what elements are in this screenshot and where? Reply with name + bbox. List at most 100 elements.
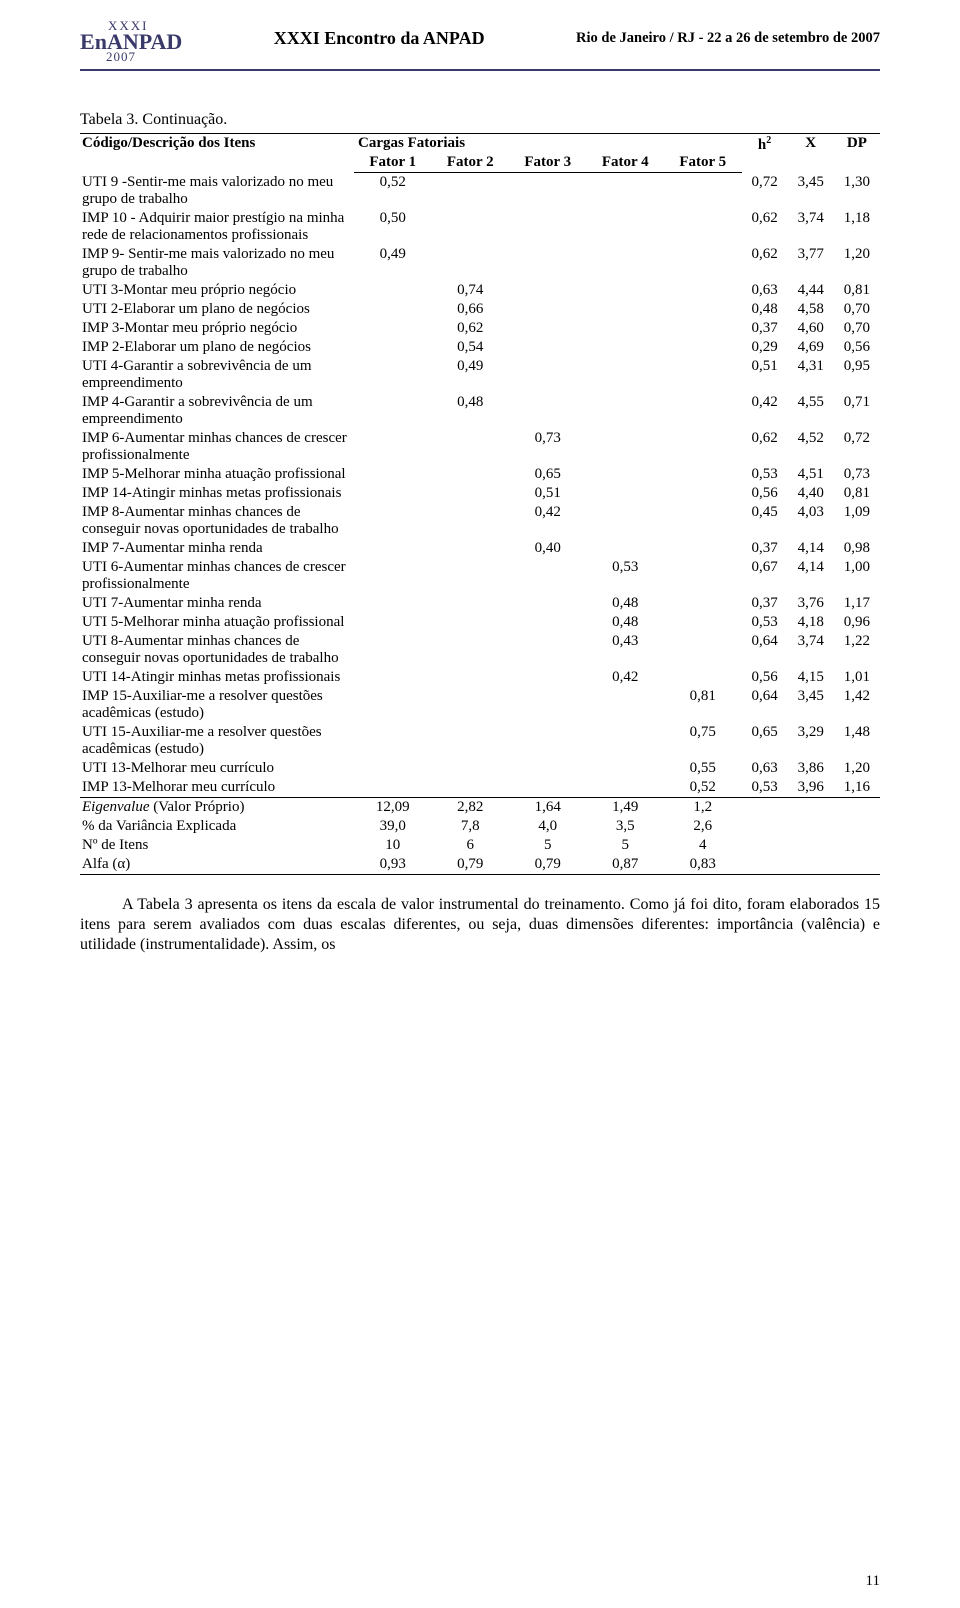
cell-value: 3,74	[788, 209, 834, 245]
cell-value	[587, 465, 665, 484]
cell-value: 0,75	[664, 723, 742, 759]
cell-value: 0,52	[354, 173, 432, 209]
cell-value	[432, 687, 510, 723]
cell-value: 0,63	[742, 281, 788, 300]
cell-value	[664, 173, 742, 209]
col-f1: Fator 1	[354, 153, 432, 173]
cell-desc: UTI 8-Aumentar minhas chances de consegu…	[80, 632, 354, 668]
cell-value: 0,45	[742, 503, 788, 539]
table-row: IMP 15-Auxiliar-me a resolver questões a…	[80, 687, 880, 723]
cell-desc: IMP 5-Melhorar minha atuação profissiona…	[80, 465, 354, 484]
cell-value	[587, 759, 665, 778]
cell-value	[664, 393, 742, 429]
cell-value: 4,52	[788, 429, 834, 465]
cell-value: 0,93	[354, 855, 432, 875]
cell-desc: IMP 7-Aumentar minha renda	[80, 539, 354, 558]
cell-value: 0,72	[834, 429, 880, 465]
cell-value	[432, 429, 510, 465]
cell-value: 0,81	[834, 484, 880, 503]
cell-value: 0,42	[742, 393, 788, 429]
cell-value: 4,14	[788, 539, 834, 558]
cell-value	[587, 209, 665, 245]
cell-value: 0,62	[742, 245, 788, 281]
cell-value: 3,29	[788, 723, 834, 759]
cell-value: 0,72	[742, 173, 788, 209]
cell-value: 4,44	[788, 281, 834, 300]
cell-value: 0,37	[742, 539, 788, 558]
table-caption: Tabela 3. Continuação.	[80, 111, 880, 129]
cell-value	[788, 797, 834, 817]
cell-value	[664, 503, 742, 539]
table-row: IMP 3-Montar meu próprio negócio0,620,37…	[80, 319, 880, 338]
table-footer: Eigenvalue (Valor Próprio)12,092,821,641…	[80, 797, 880, 874]
col-desc: Código/Descrição dos Itens	[80, 134, 354, 173]
cell-value: 0,53	[742, 778, 788, 798]
page-header: XXXI EnANPAD 2007 XXXI Encontro da ANPAD…	[80, 20, 880, 71]
table-body: UTI 9 -Sentir-me mais valorizado no meu …	[80, 173, 880, 798]
cell-value: 0,55	[664, 759, 742, 778]
cell-value: 1,22	[834, 632, 880, 668]
cell-value: 0,29	[742, 338, 788, 357]
cell-desc: IMP 13-Melhorar meu currículo	[80, 778, 354, 798]
cell-value	[664, 245, 742, 281]
cell-value	[664, 484, 742, 503]
cell-value	[742, 817, 788, 836]
cell-value: 4,31	[788, 357, 834, 393]
table-row: UTI 15-Auxiliar-me a resolver questões a…	[80, 723, 880, 759]
cell-value	[354, 687, 432, 723]
cell-value: 1,30	[834, 173, 880, 209]
cell-value: 2,6	[664, 817, 742, 836]
cell-value: 0,74	[432, 281, 510, 300]
cell-value: 0,54	[432, 338, 510, 357]
cell-desc: UTI 14-Atingir minhas metas profissionai…	[80, 668, 354, 687]
cell-value	[587, 319, 665, 338]
table-footer-row: % da Variância Explicada39,07,84,03,52,6	[80, 817, 880, 836]
cell-value	[664, 594, 742, 613]
cell-value: 0,48	[587, 594, 665, 613]
cell-value	[587, 687, 665, 723]
cell-value	[354, 778, 432, 798]
cell-value: 1,2	[664, 797, 742, 817]
cell-desc: UTI 13-Melhorar meu currículo	[80, 759, 354, 778]
table-row: UTI 6-Aumentar minhas chances de crescer…	[80, 558, 880, 594]
cell-value	[664, 558, 742, 594]
cell-value: 2,82	[432, 797, 510, 817]
cell-value	[432, 503, 510, 539]
cell-value	[509, 357, 587, 393]
cell-value	[354, 759, 432, 778]
cell-value	[354, 357, 432, 393]
cell-desc: IMP 10 - Adquirir maior prestígio na min…	[80, 209, 354, 245]
cell-value	[834, 817, 880, 836]
cell-value: 0,48	[742, 300, 788, 319]
cell-value: 0,42	[509, 503, 587, 539]
table-row: UTI 4-Garantir a sobrevivência de um emp…	[80, 357, 880, 393]
cell-value	[354, 338, 432, 357]
cell-value: 0,73	[834, 465, 880, 484]
cell-value	[587, 300, 665, 319]
cell-desc: % da Variância Explicada	[80, 817, 354, 836]
cell-desc: IMP 2-Elaborar um plano de negócios	[80, 338, 354, 357]
cell-value	[432, 632, 510, 668]
cell-value: 1,09	[834, 503, 880, 539]
cell-value: 0,70	[834, 319, 880, 338]
col-x: X	[788, 134, 834, 173]
cell-value	[788, 836, 834, 855]
table-footer-row: Nº de Itens106554	[80, 836, 880, 855]
cell-value: 4,15	[788, 668, 834, 687]
cell-value: 5	[509, 836, 587, 855]
cell-value: 0,51	[509, 484, 587, 503]
cell-value: 3,5	[587, 817, 665, 836]
cell-value: 4,18	[788, 613, 834, 632]
cell-value: 0,96	[834, 613, 880, 632]
table-footer-row: Alfa (α)0,930,790,790,870,83	[80, 855, 880, 875]
cell-value	[664, 668, 742, 687]
col-dp: DP	[834, 134, 880, 173]
cell-value: 0,56	[742, 668, 788, 687]
cell-value	[354, 668, 432, 687]
cell-value: 1,64	[509, 797, 587, 817]
cell-value: 0,87	[587, 855, 665, 875]
cell-value	[587, 281, 665, 300]
cell-value: 0,64	[742, 632, 788, 668]
cell-value	[587, 173, 665, 209]
col-f2: Fator 2	[432, 153, 510, 173]
